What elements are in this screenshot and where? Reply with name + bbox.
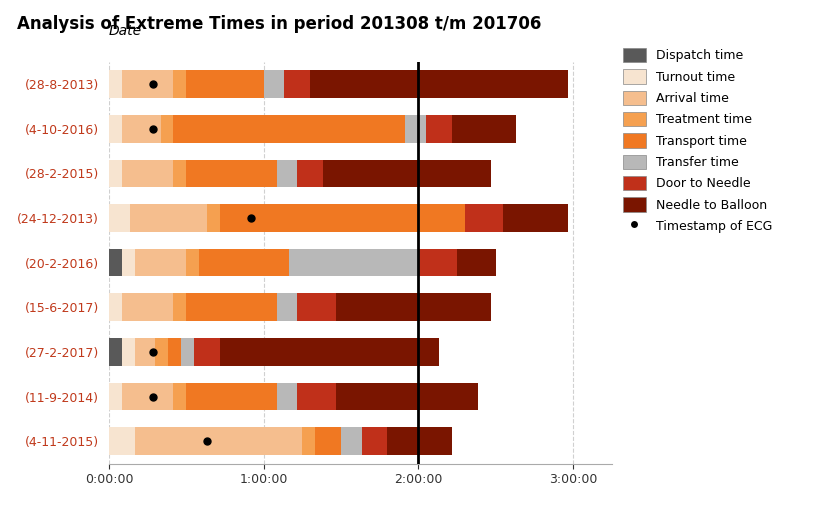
Bar bbox=[289, 249, 418, 277]
Bar bbox=[135, 427, 303, 455]
Bar bbox=[122, 294, 173, 321]
Bar bbox=[135, 338, 155, 366]
Bar bbox=[161, 115, 173, 143]
Bar bbox=[109, 427, 135, 455]
Bar bbox=[406, 115, 426, 143]
Bar bbox=[426, 115, 452, 143]
Bar bbox=[173, 160, 186, 187]
Bar bbox=[504, 204, 568, 232]
Bar bbox=[277, 383, 297, 410]
Bar bbox=[122, 249, 135, 277]
Bar bbox=[135, 249, 186, 277]
Bar bbox=[173, 70, 186, 98]
Bar bbox=[341, 427, 362, 455]
Bar bbox=[155, 338, 168, 366]
Bar bbox=[168, 338, 181, 366]
Bar bbox=[277, 160, 297, 187]
Bar bbox=[109, 204, 130, 232]
Bar bbox=[173, 294, 186, 321]
Bar bbox=[297, 294, 336, 321]
Bar bbox=[173, 115, 406, 143]
Text: Date: Date bbox=[108, 24, 142, 38]
Bar bbox=[303, 427, 315, 455]
Bar bbox=[457, 249, 496, 277]
Bar bbox=[109, 160, 122, 187]
Bar bbox=[418, 249, 457, 277]
Bar bbox=[284, 70, 310, 98]
Bar bbox=[387, 427, 452, 455]
Bar bbox=[186, 294, 277, 321]
Bar bbox=[130, 204, 207, 232]
Bar bbox=[362, 427, 387, 455]
Bar bbox=[109, 294, 122, 321]
Bar bbox=[220, 338, 439, 366]
Bar bbox=[323, 160, 490, 187]
Bar bbox=[122, 160, 173, 187]
Bar bbox=[465, 204, 504, 232]
Bar bbox=[186, 383, 277, 410]
Bar bbox=[186, 160, 277, 187]
Bar bbox=[336, 294, 490, 321]
Bar bbox=[109, 70, 122, 98]
Bar bbox=[207, 204, 220, 232]
Bar bbox=[297, 383, 336, 410]
Bar bbox=[264, 70, 284, 98]
Bar bbox=[122, 338, 135, 366]
Bar bbox=[220, 204, 465, 232]
Bar bbox=[297, 160, 323, 187]
Bar bbox=[122, 383, 173, 410]
Legend: Dispatch time, Turnout time, Arrival time, Treatment time, Transport time, Trans: Dispatch time, Turnout time, Arrival tim… bbox=[623, 48, 772, 233]
Bar bbox=[186, 249, 199, 277]
Bar bbox=[336, 383, 478, 410]
Bar bbox=[199, 249, 289, 277]
Bar bbox=[315, 427, 341, 455]
Bar bbox=[109, 249, 122, 277]
Bar bbox=[109, 115, 122, 143]
Bar bbox=[109, 383, 122, 410]
Bar bbox=[310, 70, 568, 98]
Text: Analysis of Extreme Times in period 201308 t/m 201706: Analysis of Extreme Times in period 2013… bbox=[17, 15, 541, 33]
Bar bbox=[452, 115, 516, 143]
Bar bbox=[173, 383, 186, 410]
Bar bbox=[186, 70, 264, 98]
Bar bbox=[277, 294, 297, 321]
Bar bbox=[122, 70, 173, 98]
Bar bbox=[194, 338, 220, 366]
Bar bbox=[109, 338, 122, 366]
Bar bbox=[181, 338, 194, 366]
Bar bbox=[122, 115, 161, 143]
